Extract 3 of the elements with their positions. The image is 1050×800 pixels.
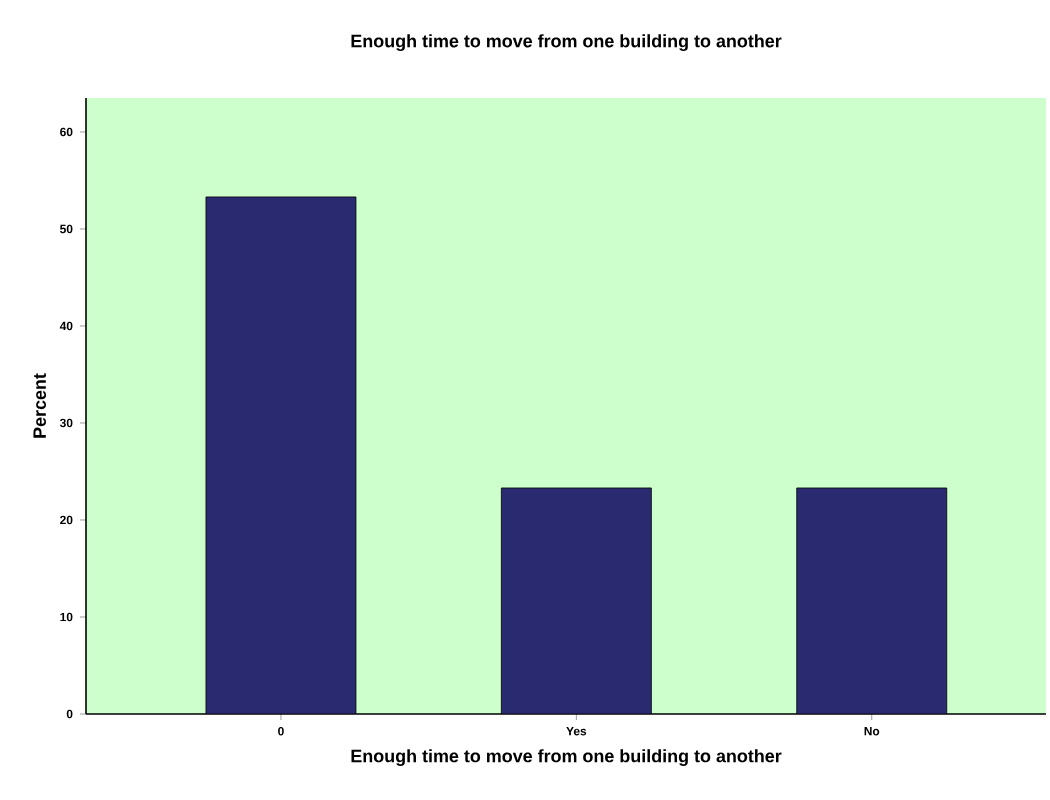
y-axis-title: Percent (33, 373, 46, 438)
x-axis-title: Enough time to move from one building to another (351, 749, 782, 766)
chart-title: Enough time to move from one building to another (351, 34, 782, 51)
